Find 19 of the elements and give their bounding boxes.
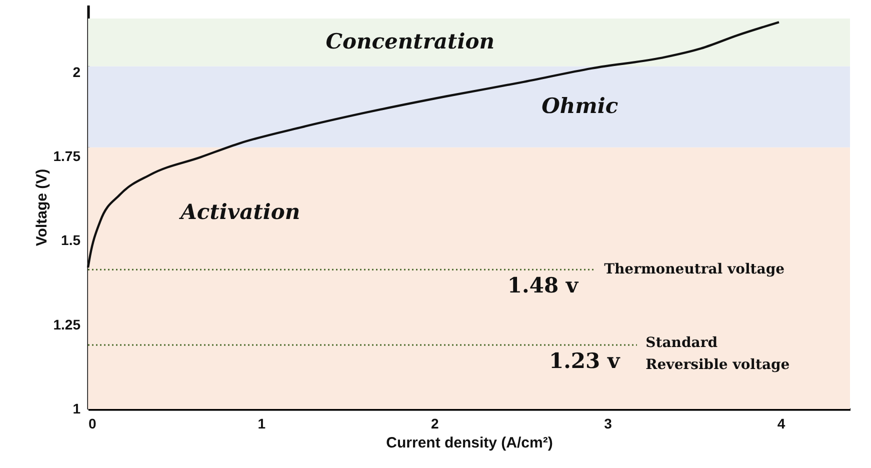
ref-line-label: Thermoneutral voltage xyxy=(604,262,785,278)
annotation: 1.48 v xyxy=(507,272,579,298)
band-label: Concentration xyxy=(326,28,494,54)
y-tick-label: 1.75 xyxy=(53,148,81,164)
band-label: Ohmic xyxy=(542,92,618,118)
ref-line-label: Standard Reversible voltage xyxy=(646,335,790,374)
y-tick-label: 1.5 xyxy=(61,232,81,248)
band-label: Activation xyxy=(178,198,300,224)
x-tick-label: 0 xyxy=(88,416,96,432)
y-tick-label: 2 xyxy=(72,64,81,80)
y-tick-label: 1.25 xyxy=(53,316,81,332)
x-tick-label: 4 xyxy=(777,416,786,432)
x-tick-label: 1 xyxy=(258,416,266,432)
annotation: 1.23 v xyxy=(548,348,620,374)
y-tick-label: 1 xyxy=(72,400,81,416)
x-tick-label: 2 xyxy=(430,416,439,432)
x-tick-label: 3 xyxy=(604,416,612,432)
y-axis-title: Voltage (V) xyxy=(33,168,50,246)
x-axis-title: Current density (A/cm²) xyxy=(386,434,553,452)
